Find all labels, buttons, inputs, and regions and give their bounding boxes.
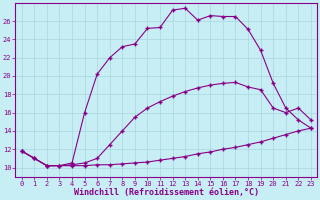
X-axis label: Windchill (Refroidissement éolien,°C): Windchill (Refroidissement éolien,°C) — [74, 188, 259, 197]
